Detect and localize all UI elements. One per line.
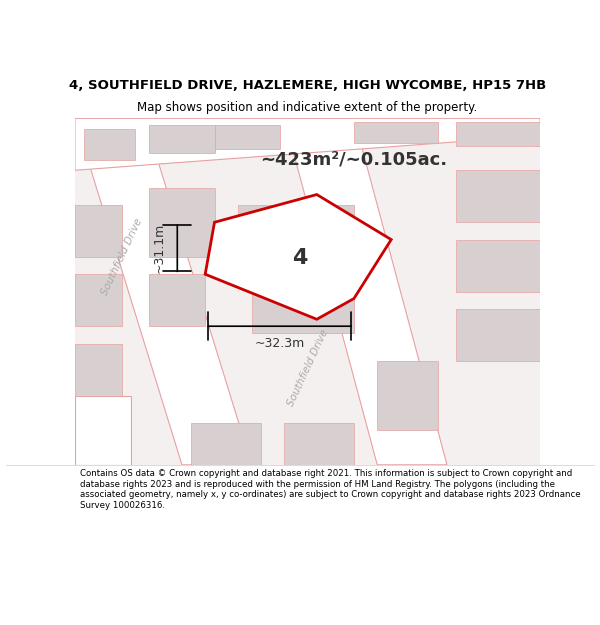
Polygon shape [75, 118, 540, 170]
Polygon shape [457, 122, 540, 146]
Polygon shape [284, 423, 354, 465]
Text: Contains OS data © Crown copyright and database right 2021. This information is : Contains OS data © Crown copyright and d… [80, 469, 580, 509]
Text: 4, SOUTHFIELD DRIVE, HAZLEMERE, HIGH WYCOMBE, HP15 7HB: 4, SOUTHFIELD DRIVE, HAZLEMERE, HIGH WYC… [69, 79, 546, 92]
Text: ~423m²/~0.105ac.: ~423m²/~0.105ac. [260, 151, 448, 169]
Polygon shape [377, 361, 438, 430]
Polygon shape [75, 118, 252, 465]
Text: 4: 4 [292, 248, 307, 268]
Polygon shape [284, 118, 447, 465]
Polygon shape [191, 423, 261, 465]
Polygon shape [149, 274, 205, 326]
Polygon shape [75, 396, 131, 465]
Polygon shape [84, 129, 136, 160]
Polygon shape [457, 239, 540, 291]
Polygon shape [238, 205, 354, 274]
Text: Map shows position and indicative extent of the property.: Map shows position and indicative extent… [137, 101, 478, 114]
Text: ~32.3m: ~32.3m [254, 337, 305, 349]
Polygon shape [149, 125, 215, 153]
Polygon shape [75, 344, 121, 396]
Polygon shape [75, 274, 121, 326]
Polygon shape [75, 205, 121, 257]
Polygon shape [205, 194, 391, 319]
Text: Southfield Drive: Southfield Drive [99, 217, 144, 297]
Polygon shape [215, 125, 280, 149]
Polygon shape [457, 170, 540, 222]
Polygon shape [252, 284, 354, 333]
Polygon shape [354, 122, 438, 142]
Text: Southfield Drive: Southfield Drive [285, 328, 330, 408]
Polygon shape [457, 309, 540, 361]
Polygon shape [149, 188, 215, 257]
Text: ~31.1m: ~31.1m [152, 223, 166, 273]
